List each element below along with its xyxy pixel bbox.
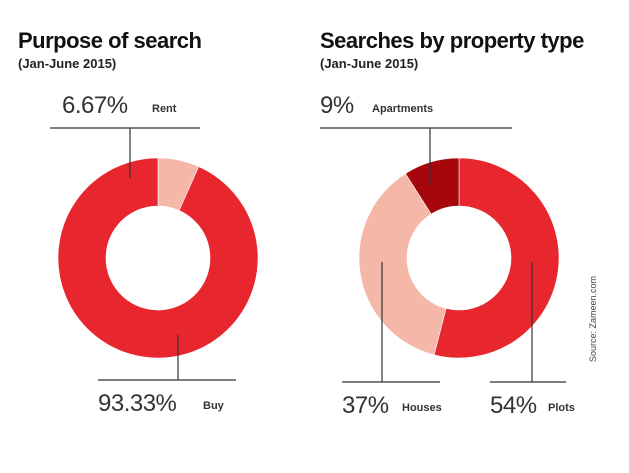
apartments-percentage: 9% <box>320 92 354 119</box>
chart2-subtitle: (Jan-June 2015) <box>320 56 419 71</box>
slice-houses <box>358 173 447 356</box>
donut-purpose-of-search <box>57 157 259 359</box>
slice-buy <box>57 157 259 359</box>
buy-label: Buy <box>203 400 224 412</box>
plots-label: Plots <box>548 402 575 414</box>
houses-label: Houses <box>402 402 442 414</box>
chart2-title: Searches by property type <box>320 28 584 53</box>
donut-property-type <box>358 157 560 359</box>
chart1-title: Purpose of search <box>18 28 202 53</box>
chart1-subtitle: (Jan-June 2015) <box>18 56 117 71</box>
source-note: Source: Zameen.com <box>588 275 598 362</box>
plots-percentage: 54% <box>490 392 537 419</box>
slice-apartments <box>405 157 460 215</box>
slice-plots <box>433 157 560 359</box>
rent-label: Rent <box>152 103 177 115</box>
apartments-label: Apartments <box>372 103 434 115</box>
rent-percentage: 6.67% <box>62 92 128 119</box>
buy-percentage: 93.33% <box>98 390 177 417</box>
houses-percentage: 37% <box>342 392 389 419</box>
